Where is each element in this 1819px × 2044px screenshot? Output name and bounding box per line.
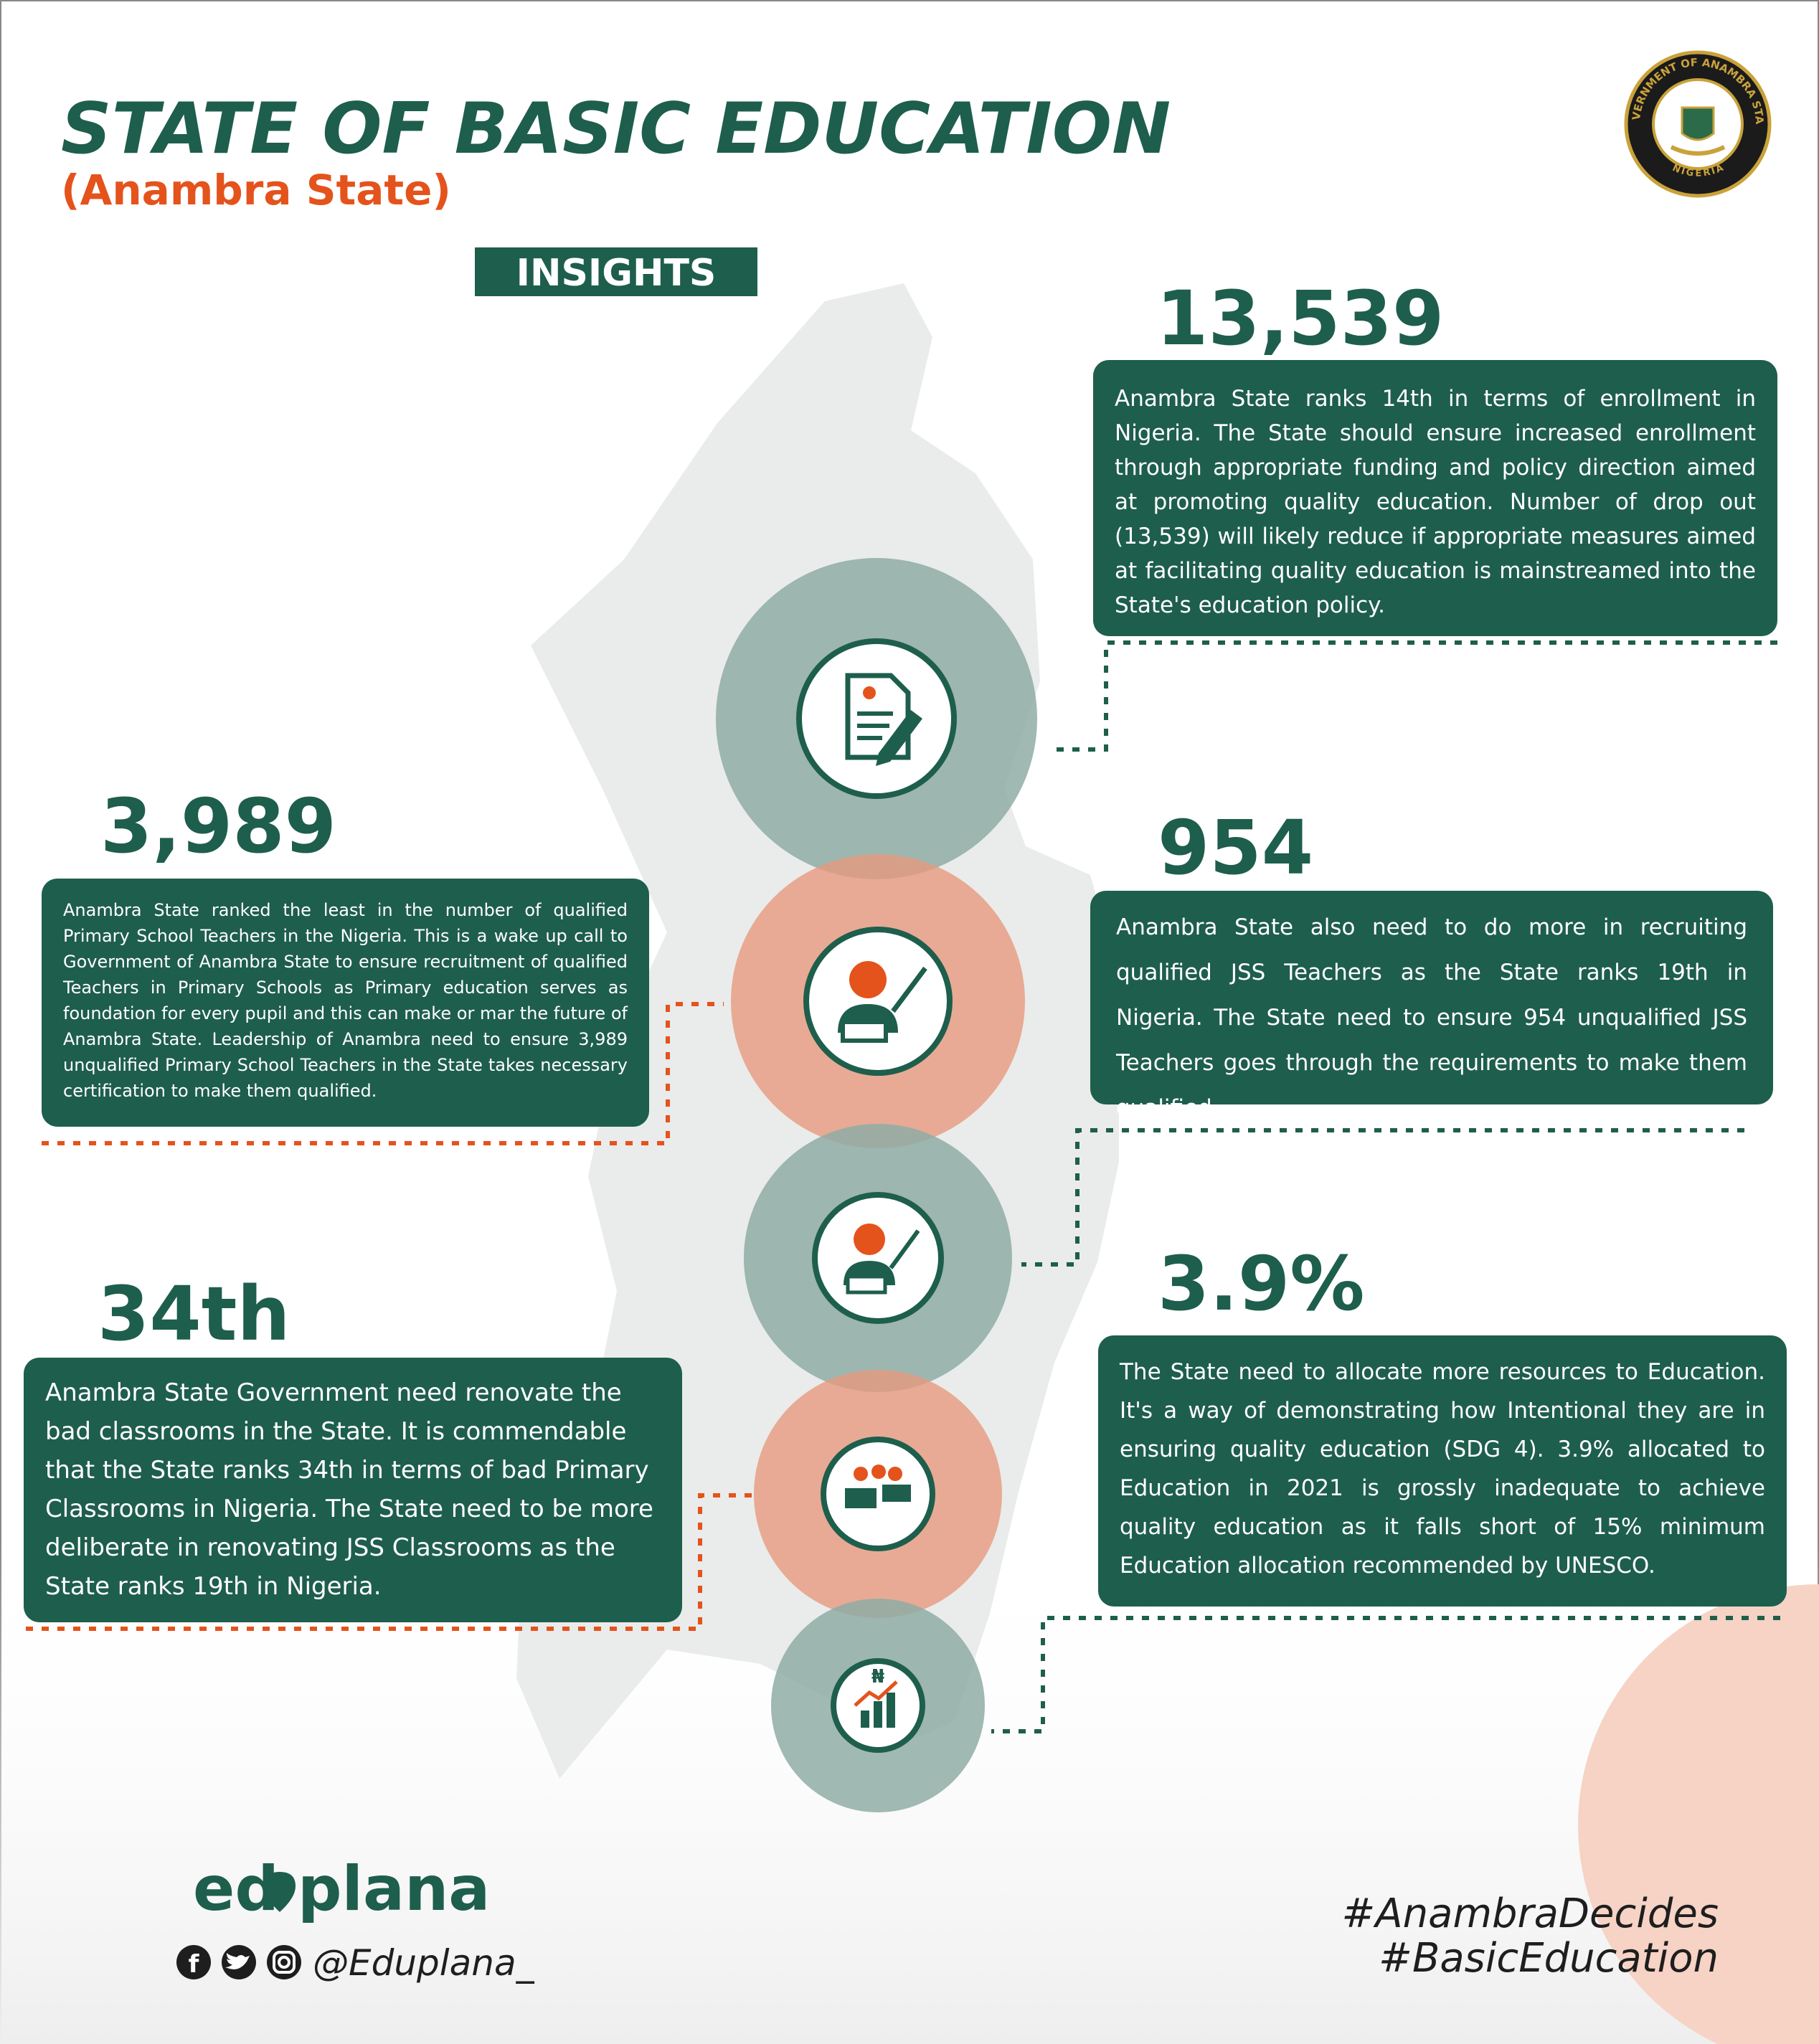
brand-pin: [264, 1872, 296, 1912]
svg-text:₦: ₦: [871, 1666, 884, 1688]
hashtag: #BasicEducation: [1379, 1935, 1719, 1982]
insight-text: Anambra State Government need renovate t…: [45, 1378, 653, 1601]
insight-box: Anambra State ranks 14th in terms of enr…: [1093, 360, 1777, 636]
title: STATE OF BASIC EDUCATION: [61, 88, 1171, 170]
icon-budget: ₦: [854, 1666, 898, 1728]
stat: 34th: [98, 1270, 290, 1358]
brand-right: plana: [298, 1853, 490, 1925]
insight-text: The State need to allocate more resource…: [1120, 1359, 1765, 1579]
insight-box: Anambra State also need to do more in re…: [1090, 891, 1773, 1121]
icon-document: [845, 673, 922, 766]
insight-box: The State need to allocate more resource…: [1098, 1335, 1787, 1607]
badge-label: INSIGHTS: [516, 252, 717, 295]
hashtag: #AnambraDecides: [1341, 1891, 1719, 1937]
stat: 3,989: [100, 782, 336, 870]
insight-text: Anambra State ranks 14th in terms of enr…: [1115, 386, 1756, 618]
stat: 13,539: [1156, 275, 1445, 362]
handle: @Eduplana_: [313, 1942, 535, 1984]
connectors: [26, 640, 1780, 1733]
insight-box: Anambra State ranked the least in the nu…: [42, 879, 649, 1127]
svg-text:f: f: [189, 1950, 200, 1979]
badge: [475, 247, 757, 296]
stat: 3.9%: [1158, 1240, 1365, 1328]
stat: 954: [1158, 804, 1314, 891]
deco-circle: [1578, 1584, 1819, 2044]
icon-teacher: [844, 1224, 920, 1295]
subtitle: (Anambra State): [61, 166, 451, 214]
insight-box: Anambra State Government need renovate t…: [24, 1358, 682, 1622]
social-icons: f: [176, 1945, 301, 1979]
icon-classroom: [845, 1465, 911, 1508]
insight-text: Anambra State also need to do more in re…: [1116, 914, 1747, 1121]
insight-text: Anambra State ranked the least in the nu…: [63, 900, 628, 1101]
icon-teacher: [838, 961, 927, 1043]
